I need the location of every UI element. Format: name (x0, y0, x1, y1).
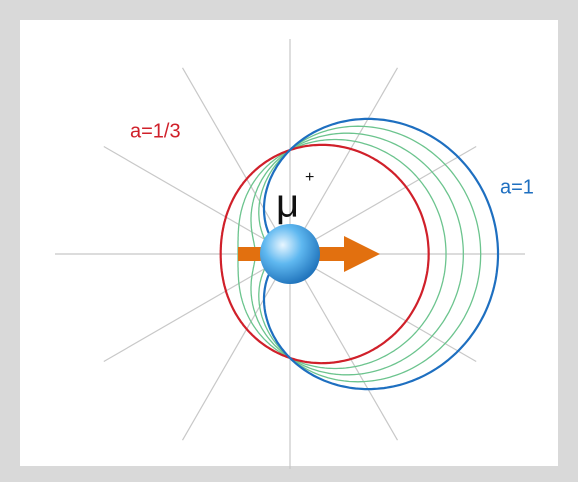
curve (219, 143, 430, 365)
particle-symbol: μ (276, 182, 299, 226)
muon (260, 224, 320, 284)
label-a-third: a=1/3 (130, 120, 181, 142)
label-a-one: a=1 (500, 176, 534, 198)
arrow-head (344, 236, 380, 272)
charge-symbol: + (305, 169, 314, 186)
